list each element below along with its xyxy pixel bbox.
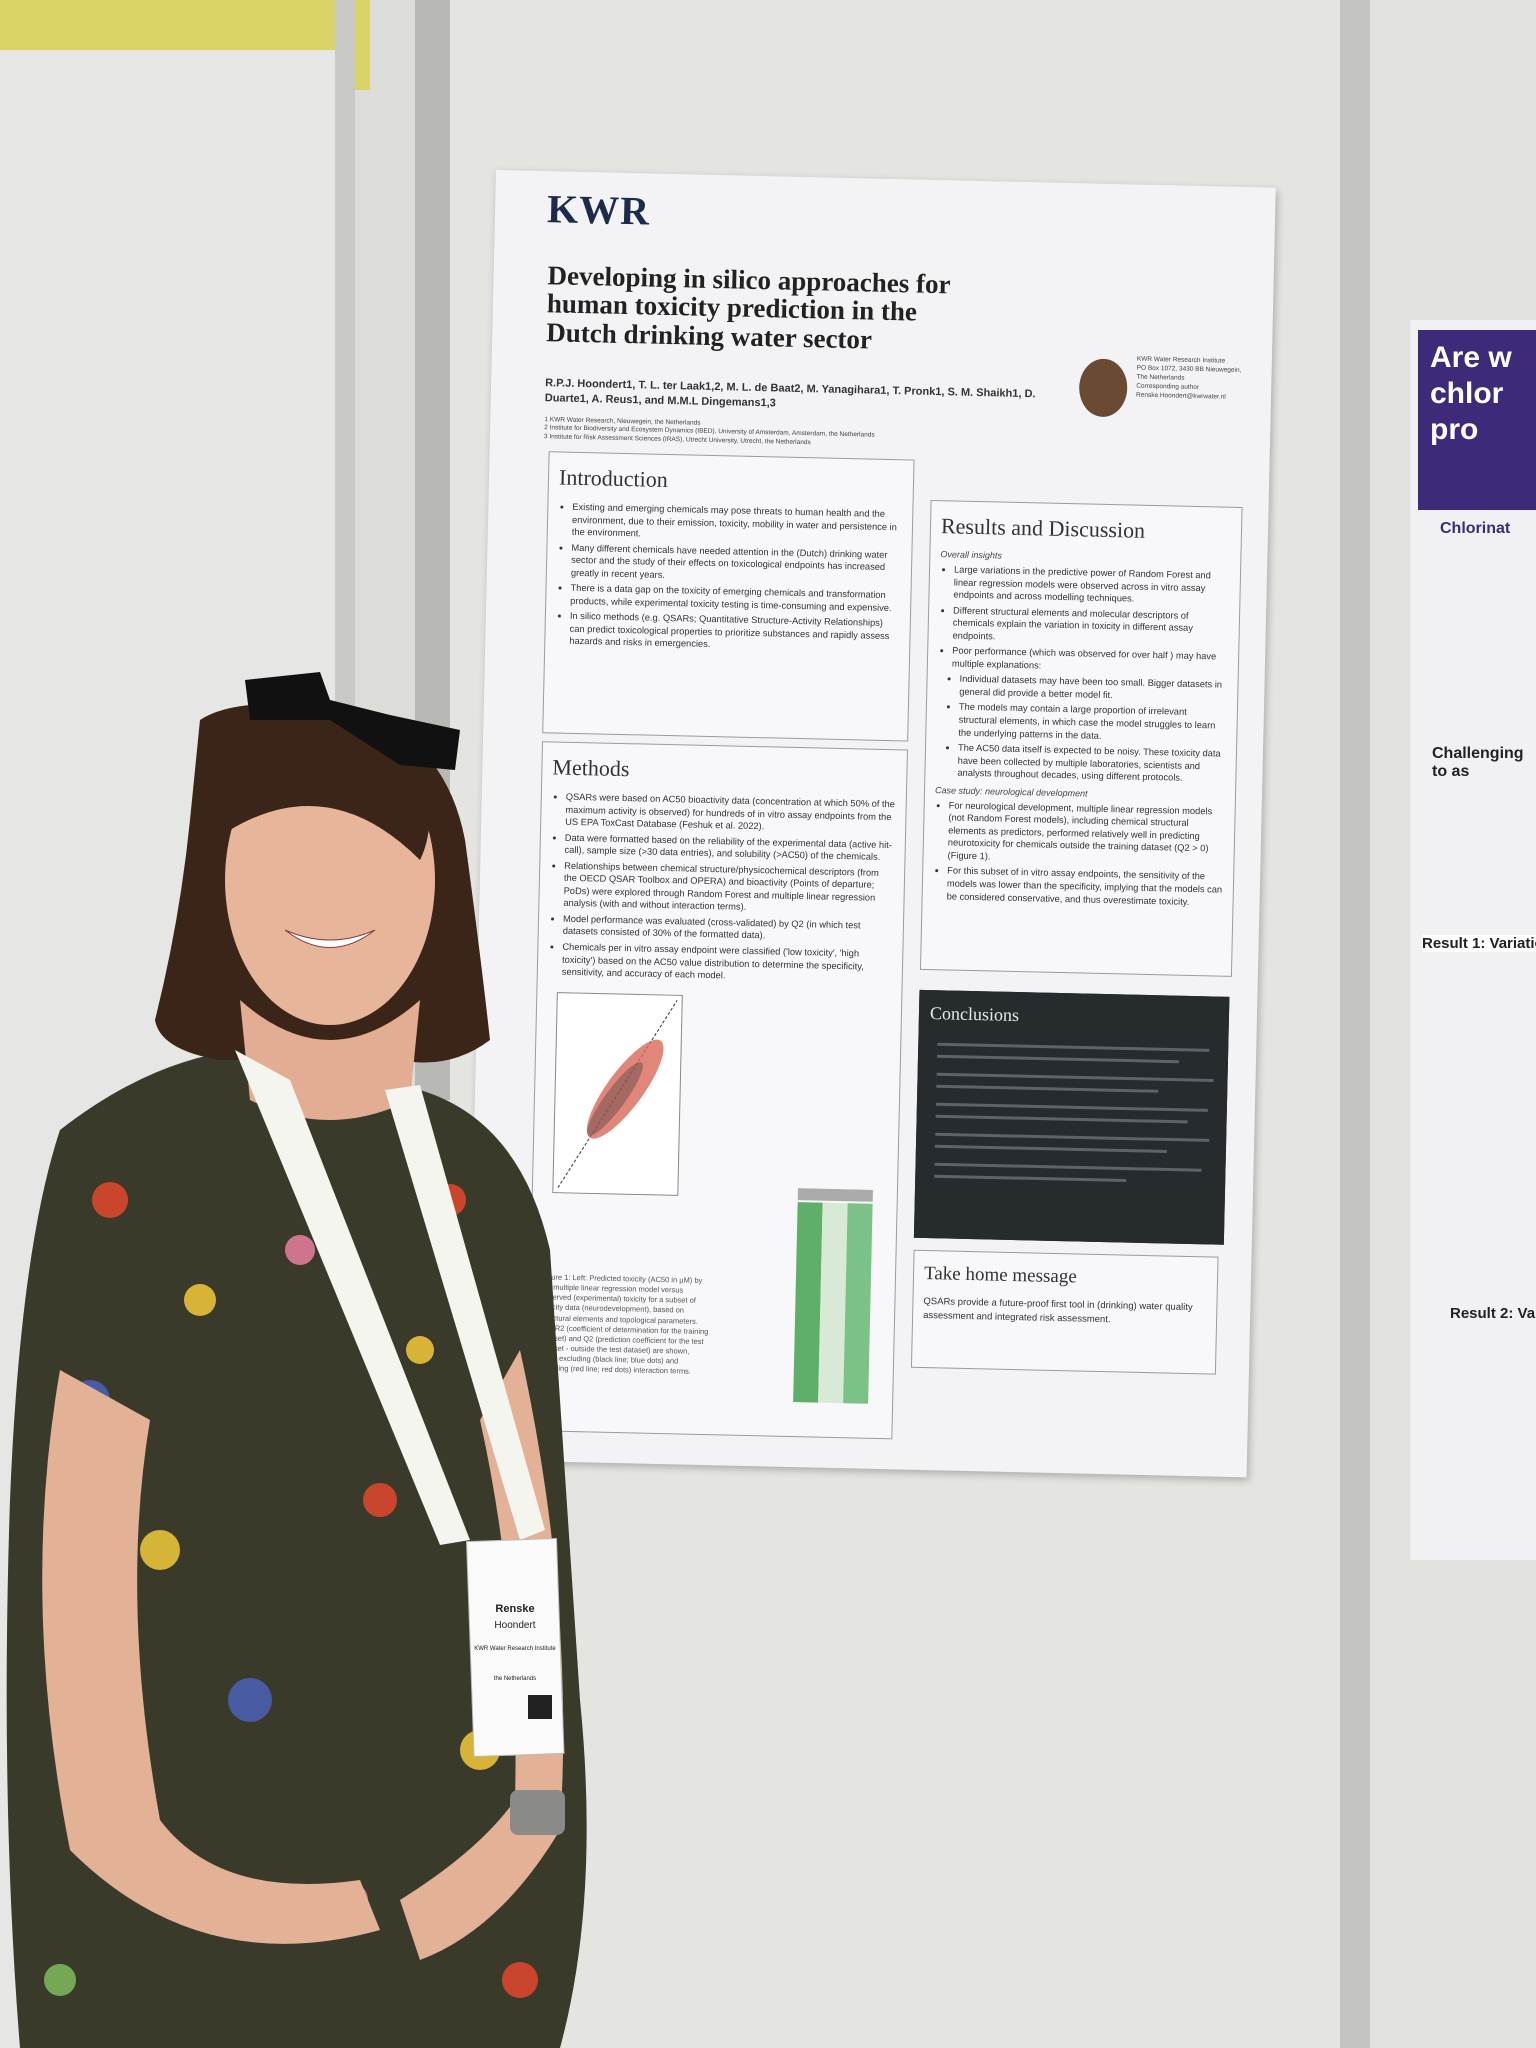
- badge-name: Renske: [495, 1603, 534, 1615]
- title-line: Are w: [1430, 341, 1512, 374]
- heatmap-column: [793, 1202, 823, 1403]
- qr-code: [528, 1695, 552, 1719]
- sunglasses: [245, 672, 460, 770]
- conclusions: Conclusions: [913, 989, 1230, 1245]
- scatter-figure: [552, 991, 683, 1196]
- lanyard: [235, 1050, 470, 1545]
- point-cloud: [586, 1039, 664, 1139]
- arm: [42, 1370, 380, 1944]
- watch: [510, 1790, 565, 1835]
- badge-organisation: KWR Water Research Institute: [474, 1646, 556, 1652]
- neighbor-heading: Challenging to as: [1432, 745, 1524, 780]
- title-line: pro: [1430, 413, 1479, 446]
- heatmap-figure: [793, 1188, 873, 1404]
- point-cloud: [587, 1061, 643, 1136]
- poster: KWR Developing in silico approaches for …: [466, 170, 1276, 1478]
- pole: [1340, 0, 1370, 2048]
- smile: [284, 929, 376, 948]
- methods: Methods QSARs were based on AC50 bioacti…: [526, 741, 908, 1440]
- badge-name: Hoondert: [494, 1620, 535, 1631]
- neighbor-heading: Result 1: Variation: [1422, 935, 1536, 952]
- fringe: [220, 724, 430, 860]
- heatmap-column: [818, 1202, 848, 1404]
- neighbor-heading: Result 2: Vari: [1450, 1305, 1536, 1322]
- heatmap-column: [843, 1203, 873, 1404]
- lanyard: [385, 1085, 545, 1540]
- neighbor-header: [1418, 330, 1536, 510]
- badge-country: the Netherlands: [494, 1676, 536, 1682]
- neighbor-heading: Chlorinat: [1440, 520, 1511, 537]
- illegible-text: [934, 1042, 1214, 1183]
- heatmap-header: [797, 1188, 873, 1202]
- title-line: chlor: [1430, 377, 1504, 410]
- neighbor-title: Are w chlor pro: [1430, 340, 1536, 448]
